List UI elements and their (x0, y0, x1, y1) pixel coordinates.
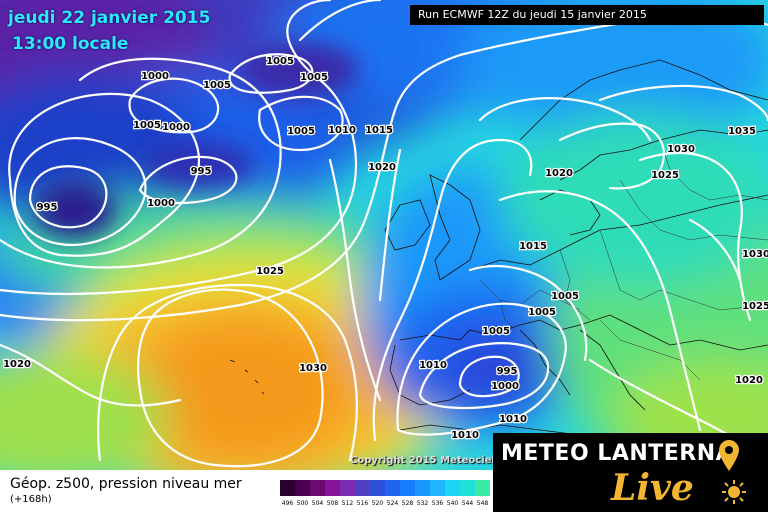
legend-value: 536 (431, 500, 444, 507)
legend-value: 500 (296, 500, 309, 507)
forecast-date: jeudi 22 janvier 2015 (8, 8, 211, 28)
legend-value: 548 (476, 500, 489, 507)
pressure-label: 1005 (551, 291, 579, 302)
pressure-label: 1025 (651, 170, 679, 181)
legend-swatch (340, 480, 355, 496)
legend-value: 544 (461, 500, 474, 507)
pressure-label: 1035 (728, 126, 756, 137)
pressure-label: 1030 (742, 249, 768, 260)
map-subtitle: (+168h) (10, 494, 52, 505)
legend-value: 496 (281, 500, 294, 507)
pressure-label: 1005 (287, 126, 315, 137)
sun-icon (722, 480, 746, 504)
legend-swatch (400, 480, 415, 496)
legend-swatch (430, 480, 445, 496)
pressure-label: 1005 (482, 326, 510, 337)
pressure-label: 1010 (419, 360, 447, 371)
pressure-label: 1010 (499, 414, 527, 425)
run-info: Run ECMWF 12Z du jeudi 15 janvier 2015 (418, 8, 647, 21)
pressure-label: 1005 (300, 72, 328, 83)
legend-value: 528 (401, 500, 414, 507)
pressure-label: 1005 (266, 56, 294, 67)
location-pin-icon (719, 440, 739, 471)
legend-swatch (370, 480, 385, 496)
pressure-label: 1020 (735, 375, 763, 386)
pressure-label: 1020 (545, 168, 573, 179)
meteo-lanterna-logo[interactable]: METEO LANTERNA Live (493, 433, 768, 512)
pressure-label: 1015 (519, 241, 547, 252)
pressure-label: 1015 (365, 125, 393, 136)
legend-swatch (445, 480, 460, 496)
copyright-text: Copyright 2015 Meteociel.fr (350, 455, 508, 466)
logo-text-main: METEO LANTERNA (501, 441, 734, 466)
forecast-time: 13:00 locale (12, 34, 129, 54)
legend-swatch (325, 480, 340, 496)
pressure-label: 1020 (3, 359, 31, 370)
pressure-label: 1025 (742, 301, 768, 312)
pressure-label: 1010 (328, 125, 356, 136)
pressure-label: 1030 (667, 144, 695, 155)
pressure-label: 1000 (491, 381, 519, 392)
coastlines (229, 59, 768, 436)
pressure-label: 1000 (147, 198, 175, 209)
map-title: Géop. z500, pression niveau mer (10, 476, 242, 492)
legend-swatch (295, 480, 310, 496)
legend-value: 520 (371, 500, 384, 507)
pressure-label: 995 (191, 166, 212, 177)
run-info-box: Run ECMWF 12Z du jeudi 15 janvier 2015 (410, 5, 764, 25)
geopotential-field (0, 0, 768, 470)
legend-swatch (460, 480, 475, 496)
legend-swatch (415, 480, 430, 496)
legend-value: 524 (386, 500, 399, 507)
legend-value: 540 (446, 500, 459, 507)
legend-value: 532 (416, 500, 429, 507)
pressure-label: 1020 (368, 162, 396, 173)
legend-swatch (385, 480, 400, 496)
pressure-label: 1000 (141, 71, 169, 82)
pressure-label: 1010 (451, 430, 479, 441)
pressure-label: 1005 (203, 80, 231, 91)
legend-value: 508 (326, 500, 339, 507)
pressure-label: 1025 (256, 266, 284, 277)
pressure-label: 995 (497, 366, 518, 377)
legend-swatch (280, 480, 295, 496)
legend-swatch (475, 480, 490, 496)
pressure-label: 1005 (528, 307, 556, 318)
legend-value: 516 (356, 500, 369, 507)
pressure-label: 1030 (299, 363, 327, 374)
legend-value: 512 (341, 500, 354, 507)
country-borders (479, 139, 768, 381)
pressure-label: 1005 (133, 120, 161, 131)
logo-text-live: Live (611, 467, 694, 509)
legend-swatch (355, 480, 370, 496)
legend-swatch (310, 480, 325, 496)
legend-value: 504 (311, 500, 324, 507)
pressure-label: 995 (37, 202, 58, 213)
pressure-label: 1000 (162, 122, 190, 133)
